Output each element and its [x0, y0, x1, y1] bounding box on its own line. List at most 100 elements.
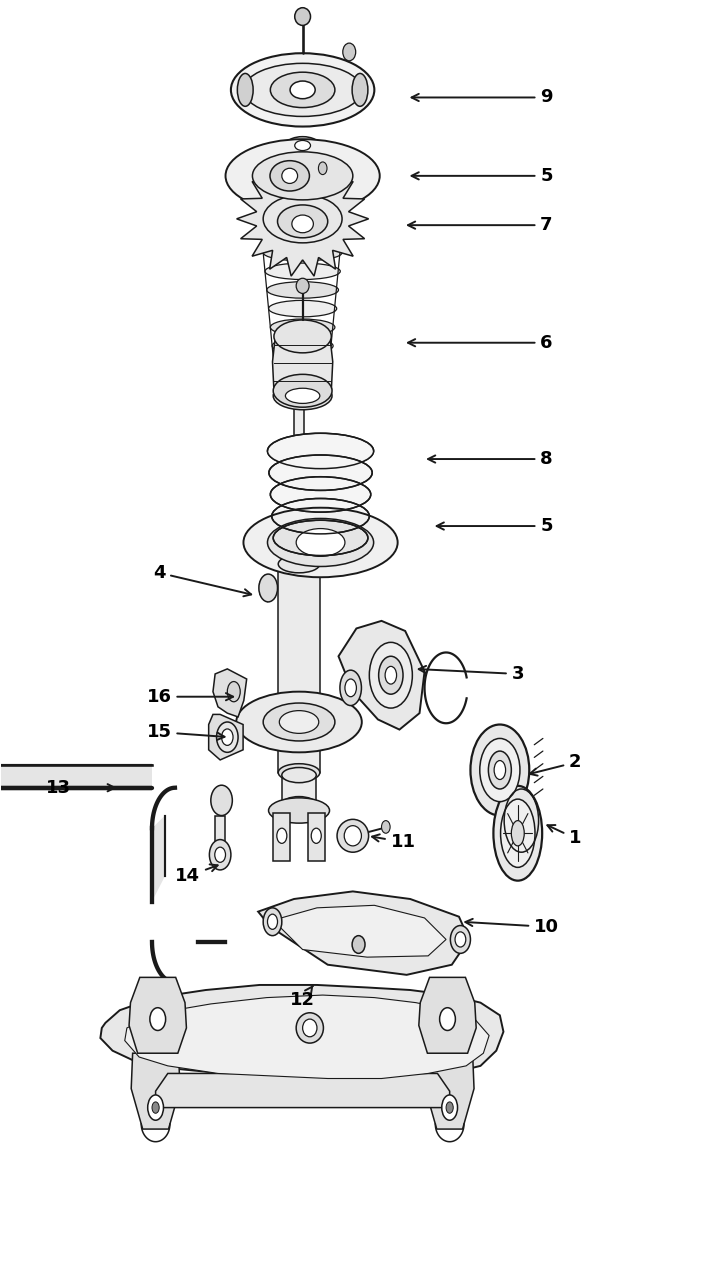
Polygon shape: [156, 1073, 450, 1107]
Ellipse shape: [225, 139, 379, 213]
Bar: [273, 813, 290, 862]
Ellipse shape: [292, 215, 313, 233]
Polygon shape: [282, 775, 316, 805]
Text: 16: 16: [147, 688, 233, 706]
Ellipse shape: [264, 245, 342, 261]
Ellipse shape: [148, 1095, 163, 1120]
Text: 3: 3: [419, 665, 524, 683]
Ellipse shape: [264, 195, 342, 243]
Ellipse shape: [290, 81, 315, 99]
Ellipse shape: [270, 319, 335, 336]
Text: 15: 15: [147, 723, 225, 741]
Ellipse shape: [455, 931, 466, 946]
Polygon shape: [215, 816, 225, 843]
Ellipse shape: [352, 73, 368, 106]
Ellipse shape: [269, 455, 372, 490]
Ellipse shape: [318, 162, 327, 175]
Polygon shape: [419, 977, 476, 1053]
Ellipse shape: [282, 797, 316, 812]
Ellipse shape: [243, 508, 397, 578]
Ellipse shape: [152, 1102, 159, 1114]
Polygon shape: [129, 977, 186, 1053]
Ellipse shape: [270, 476, 371, 512]
Text: 8: 8: [428, 450, 553, 468]
Text: 1: 1: [547, 825, 582, 848]
Text: 13: 13: [46, 779, 114, 797]
Polygon shape: [426, 1053, 474, 1129]
Polygon shape: [237, 162, 369, 276]
Ellipse shape: [267, 518, 374, 566]
Ellipse shape: [269, 798, 330, 824]
Ellipse shape: [480, 739, 520, 802]
Polygon shape: [294, 393, 305, 564]
Polygon shape: [258, 892, 469, 974]
Ellipse shape: [302, 1019, 317, 1036]
Ellipse shape: [276, 375, 330, 392]
Polygon shape: [152, 816, 165, 902]
Ellipse shape: [446, 1102, 453, 1114]
Text: 2: 2: [530, 754, 582, 775]
Polygon shape: [131, 1053, 180, 1129]
Ellipse shape: [294, 560, 305, 569]
Ellipse shape: [493, 786, 542, 881]
Ellipse shape: [282, 169, 297, 184]
Ellipse shape: [278, 555, 320, 573]
Ellipse shape: [294, 8, 310, 25]
Polygon shape: [125, 995, 489, 1078]
Ellipse shape: [385, 666, 397, 684]
Polygon shape: [213, 669, 247, 717]
Ellipse shape: [264, 703, 335, 741]
Text: 5: 5: [412, 167, 553, 185]
Ellipse shape: [270, 161, 310, 191]
Ellipse shape: [440, 1007, 455, 1030]
Ellipse shape: [294, 389, 305, 398]
Ellipse shape: [267, 915, 277, 929]
Ellipse shape: [261, 226, 344, 242]
Ellipse shape: [451, 925, 470, 953]
Ellipse shape: [273, 521, 368, 556]
Ellipse shape: [273, 374, 332, 407]
Ellipse shape: [264, 908, 282, 935]
Bar: [307, 813, 325, 862]
Ellipse shape: [296, 528, 345, 556]
Ellipse shape: [273, 381, 332, 409]
Ellipse shape: [282, 768, 316, 783]
Ellipse shape: [340, 670, 361, 706]
Text: 6: 6: [408, 333, 553, 352]
Ellipse shape: [222, 729, 233, 745]
Ellipse shape: [279, 711, 319, 734]
Ellipse shape: [238, 73, 253, 106]
Ellipse shape: [231, 53, 374, 127]
Ellipse shape: [267, 281, 338, 298]
Text: 7: 7: [408, 217, 553, 234]
Ellipse shape: [277, 205, 328, 238]
Ellipse shape: [494, 760, 505, 779]
Ellipse shape: [267, 433, 374, 469]
Ellipse shape: [442, 1095, 457, 1120]
Polygon shape: [100, 984, 503, 1078]
Ellipse shape: [285, 137, 320, 155]
Polygon shape: [209, 715, 243, 760]
Ellipse shape: [343, 43, 356, 61]
Ellipse shape: [150, 1007, 166, 1030]
Ellipse shape: [311, 829, 321, 844]
Ellipse shape: [228, 682, 240, 702]
Polygon shape: [338, 621, 425, 730]
Polygon shape: [278, 564, 320, 773]
Text: 11: 11: [372, 834, 415, 851]
Ellipse shape: [274, 321, 331, 352]
Ellipse shape: [345, 679, 356, 697]
Ellipse shape: [236, 692, 361, 753]
Ellipse shape: [294, 141, 310, 151]
Ellipse shape: [210, 840, 231, 870]
Ellipse shape: [278, 764, 320, 782]
Ellipse shape: [511, 821, 524, 846]
Ellipse shape: [285, 388, 320, 403]
Text: 12: 12: [290, 986, 315, 1009]
Ellipse shape: [211, 786, 233, 816]
Text: 9: 9: [412, 89, 553, 106]
Ellipse shape: [296, 1012, 323, 1043]
Text: 4: 4: [153, 564, 251, 597]
Ellipse shape: [270, 72, 335, 108]
Ellipse shape: [271, 498, 369, 533]
